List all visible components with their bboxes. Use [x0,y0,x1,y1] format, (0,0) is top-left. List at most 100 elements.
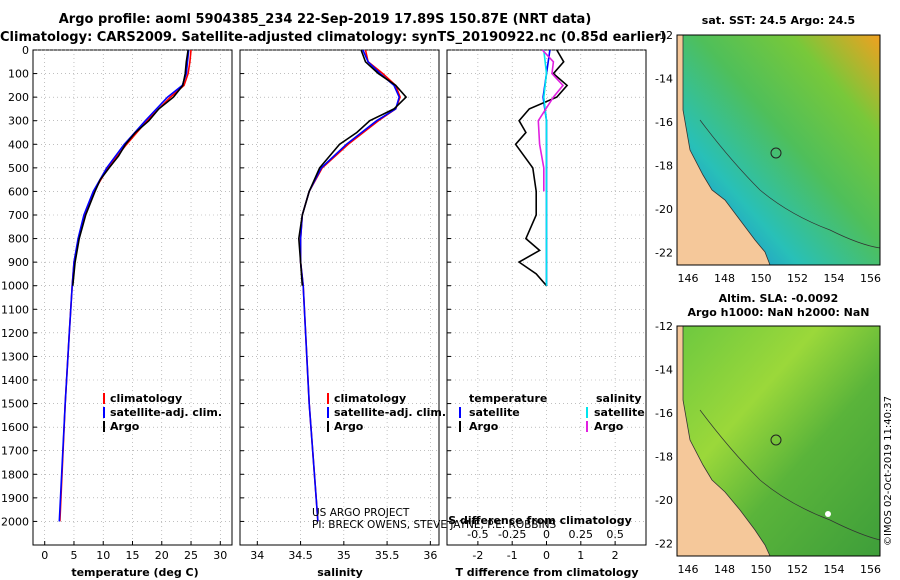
x-tick-label: 30 [213,549,227,562]
lon-tick-label: 154 [824,272,845,285]
s-diff-tick-label: 0.25 [569,528,594,541]
temperature-tick-labels: 0 5 10 15 20 25 30 [41,549,227,562]
lat-tick-label: -20 [655,494,673,507]
legend-satellite-label: satellite-adj. clim. [110,406,222,419]
depth-tick-label: 1200 [1,327,29,340]
depth-tick-label: 2000 [1,515,29,528]
salinity-tick-labels: 34 34.5 35 35.5 36 [250,549,437,562]
x-tick-label: -1 [507,549,518,562]
x-tick-label: 1 [577,549,584,562]
x-tick-label: 0 [543,549,550,562]
lon-tick-label: 148 [714,563,735,576]
depth-tick-label: 900 [8,256,29,269]
x-tick-label: 35.5 [375,549,400,562]
s-diff-tick-label: 0.5 [606,528,624,541]
depth-tick-label: 800 [8,233,29,246]
sla-map-frame [676,325,881,557]
series-line-climatology [299,49,401,522]
salinity-panel: 34 34.5 35 35.5 36 salinity climatology sate… [239,49,446,579]
s-diff-tick-label: 0 [543,528,550,541]
series-line-argo [297,49,408,286]
depth-tick-label: 400 [8,138,29,151]
depth-tick-label: 500 [8,162,29,175]
depth-tick-label: 200 [8,91,29,104]
salinity-axes-box [239,49,440,546]
sla-lat-labels: -12 -14 -16 -18 -20 -22 [655,320,673,551]
sla-map-title-line2: Argo h1000: NaN h2000: NaN [687,306,870,319]
chart-title-line2: Climatology: CARS2009. Satellite-adjuste… [0,30,667,45]
legend-satellite-label: satellite-adj. clim. [334,406,446,419]
legend-s-argo-label: Argo [594,420,624,433]
lat-tick-label: -22 [655,538,673,551]
depth-tick-label: 1800 [1,468,29,481]
s-difference-tick-labels: -0.5 -0.25 0 0.25 0.5 [467,528,624,541]
x-tick-label: 10 [96,549,110,562]
chart-title-line1: Argo profile: aoml 5904385_234 22-Sep-20… [58,12,592,27]
depth-tick-label: 700 [8,209,29,222]
depth-tick-label: 1100 [1,303,29,316]
difference-panel: -2 -1 0 1 2 -0.5 -0.25 0 0.25 0.5 T difference f… [446,49,647,579]
sla-map-title-line1: Altim. SLA: -0.0092 [718,292,839,305]
sla-isobath [699,409,881,541]
x-tick-label: 2 [612,549,619,562]
x-tick-label: 0 [41,549,48,562]
lon-tick-label: 152 [787,563,808,576]
lon-tick-label: 156 [860,563,881,576]
sst-isobath [699,119,881,249]
lon-tick-label: 148 [714,272,735,285]
legend-temperature-title: temperature [469,392,547,405]
depth-tick-label: 1300 [1,350,29,363]
depth-tick-label: 1700 [1,445,29,458]
white-marker [825,511,831,517]
legend-argo-label: Argo [110,420,140,433]
s-difference-xlabel: S difference from climatology [448,514,632,527]
credit-line1: US ARGO PROJECT [312,507,410,519]
sla-map: -12 -14 -16 -18 -20 -22 146 148 150 152 154 156 [655,320,881,576]
salinity-xlabel: salinity [317,566,363,579]
depth-tick-label: 0 [22,44,29,57]
t-difference-xlabel: T difference from climatology [455,566,638,579]
series-line-salinity-satellite [542,49,548,286]
x-tick-label: 15 [126,549,140,562]
lon-tick-label: 146 [678,272,699,285]
depth-tick-label: 1600 [1,421,29,434]
lat-tick-label: -20 [655,203,673,216]
lon-tick-label: 152 [787,272,808,285]
lon-tick-label: 154 [824,563,845,576]
depth-tick-label: 1400 [1,374,29,387]
lon-tick-label: 150 [751,563,772,576]
salinity-legend: climatology satellite-adj. clim. Argo [327,392,446,433]
temperature-panel: 0100200300400500600700800900100011001200… [1,44,233,579]
x-tick-label: 34.5 [288,549,313,562]
sla-lon-labels: 146 148 150 152 154 156 [678,563,882,576]
x-tick-label: 25 [184,549,198,562]
salinity-grid [240,49,439,545]
depth-tick-label: 600 [8,185,29,198]
x-tick-label: 20 [155,549,169,562]
temperature-grid [33,49,232,545]
legend-argo-label: Argo [334,420,364,433]
sst-map: -12 -14 -16 -18 -20 -22 146 148 150 152 154 156 [655,29,881,285]
depth-tick-label: 100 [8,68,29,81]
depth-tick-labels: 0 100 200 300 400 500 600 700 800 900 1000 1100 1200… [1,44,29,528]
series-line-salinity-argo [537,49,565,192]
salinity-series [297,49,408,522]
legend-salinity-title: salinity [596,392,642,405]
legend-t-argo-label: Argo [469,420,499,433]
x-tick-label: 35 [337,549,351,562]
difference-grid [447,49,646,545]
x-tick-label: 5 [70,549,77,562]
lat-tick-label: -16 [655,407,673,420]
imos-timestamp: ©IMOS 02-Oct-2019 11:40:37 [883,395,894,546]
series-line-argo [72,49,189,286]
lat-tick-label: -18 [655,451,673,464]
lat-tick-label: -14 [655,364,673,377]
temperature-series [58,49,192,522]
lat-tick-label: -18 [655,160,673,173]
lon-tick-label: 146 [678,563,699,576]
sst-lon-labels: 146 148 150 152 154 156 [678,272,882,285]
depth-tick-label: 300 [8,115,29,128]
s-diff-tick-label: -0.25 [498,528,526,541]
legend-t-satellite-label: satellite [469,406,520,419]
